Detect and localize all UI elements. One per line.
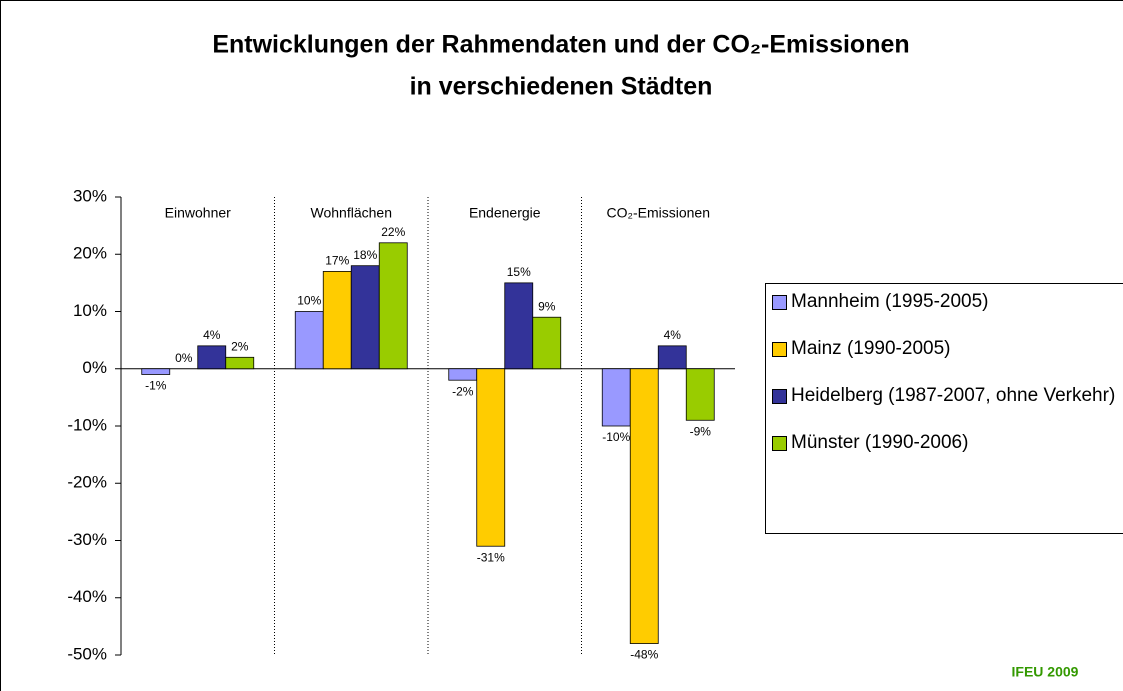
legend-swatch xyxy=(772,436,787,451)
value-label: 0% xyxy=(175,351,193,365)
legend-item: Heidelberg (1987-2007, ohne Verkehr) xyxy=(772,385,1117,407)
legend-label: Mainz (1990-2005) xyxy=(791,338,951,359)
value-label: 15% xyxy=(507,265,531,279)
bar xyxy=(350,265,380,370)
bar xyxy=(504,282,534,370)
value-label: -1% xyxy=(145,379,167,393)
value-label: -10% xyxy=(602,430,630,444)
bar xyxy=(294,311,324,370)
category-label: Wohnflächen xyxy=(311,205,392,221)
legend: Mannheim (1995-2005) Mainz (1990-2005) Hei… xyxy=(765,283,1123,534)
y-tick-label: 10% xyxy=(73,301,107,320)
y-tick-label: -10% xyxy=(67,415,107,434)
category-label: Endenergie xyxy=(469,205,541,221)
category-label: Einwohner xyxy=(165,205,231,221)
value-label: 2% xyxy=(231,339,249,353)
value-label: 4% xyxy=(203,328,221,342)
bar xyxy=(657,345,687,370)
value-label: 4% xyxy=(664,328,682,342)
bar xyxy=(322,271,352,370)
bar xyxy=(197,345,227,370)
legend-swatch xyxy=(772,389,787,404)
y-tick-label: 0% xyxy=(82,358,107,377)
value-label: -9% xyxy=(690,424,712,438)
y-tick-label: -50% xyxy=(67,644,107,663)
legend-item: Mannheim (1995-2005) xyxy=(772,291,1117,313)
legend-item: Mainz (1990-2005) xyxy=(772,338,1117,360)
bar xyxy=(532,316,562,370)
chart-title: Entwicklungen der Rahmendaten und der CO… xyxy=(212,31,909,59)
value-label: 10% xyxy=(297,294,321,308)
legend-label: Münster (1990-2006) xyxy=(791,432,969,453)
bar xyxy=(448,368,478,381)
legend-label: Mannheim (1995-2005) xyxy=(791,291,989,312)
y-tick-label: 20% xyxy=(73,244,107,263)
y-tick-label: -20% xyxy=(67,473,107,492)
bar xyxy=(685,368,715,421)
legend-item: Münster (1990-2006) xyxy=(772,432,1117,454)
bar xyxy=(601,368,631,427)
bar xyxy=(141,368,171,375)
value-label: -31% xyxy=(477,550,505,564)
y-tick-label: 30% xyxy=(73,186,107,205)
value-label: 17% xyxy=(325,254,349,268)
value-label: 9% xyxy=(538,299,556,313)
legend-label: Heidelberg (1987-2007, ohne Verkehr) xyxy=(791,385,1116,406)
value-label: -2% xyxy=(452,384,474,398)
category-label: CO₂-Emissionen xyxy=(607,205,710,221)
value-label: -48% xyxy=(630,648,658,662)
y-tick-label: -30% xyxy=(67,530,107,549)
source: IFEU 2009 xyxy=(1012,664,1079,680)
value-label: 22% xyxy=(381,225,405,239)
chart-title: in verschiedenen Städten xyxy=(410,73,713,101)
bar xyxy=(629,368,659,644)
bar xyxy=(225,356,255,370)
bar xyxy=(378,242,408,370)
y-tick-label: -40% xyxy=(67,587,107,606)
legend-swatch xyxy=(772,342,787,357)
value-label: 18% xyxy=(353,248,377,262)
bar xyxy=(476,368,506,547)
legend-swatch xyxy=(772,295,787,310)
